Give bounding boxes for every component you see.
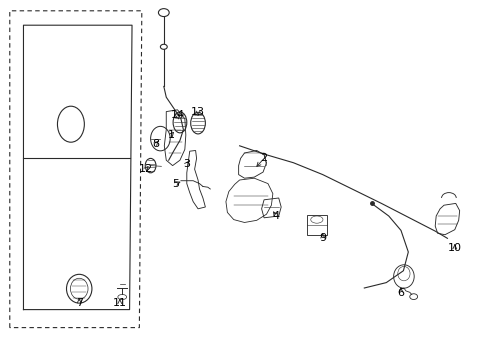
Text: 7: 7 <box>76 298 82 308</box>
Text: 9: 9 <box>319 233 325 243</box>
Text: 8: 8 <box>152 139 159 149</box>
Bar <box>306 215 326 235</box>
Text: 13: 13 <box>191 107 204 117</box>
Text: 10: 10 <box>447 243 461 253</box>
Text: 5: 5 <box>172 179 179 189</box>
Text: 12: 12 <box>139 164 152 174</box>
Text: 2: 2 <box>260 153 267 163</box>
Text: 6: 6 <box>397 288 404 298</box>
Text: 4: 4 <box>272 211 279 221</box>
Text: 1: 1 <box>167 130 174 140</box>
Text: 11: 11 <box>113 298 126 308</box>
Text: 14: 14 <box>170 110 184 120</box>
Text: 3: 3 <box>183 159 190 169</box>
